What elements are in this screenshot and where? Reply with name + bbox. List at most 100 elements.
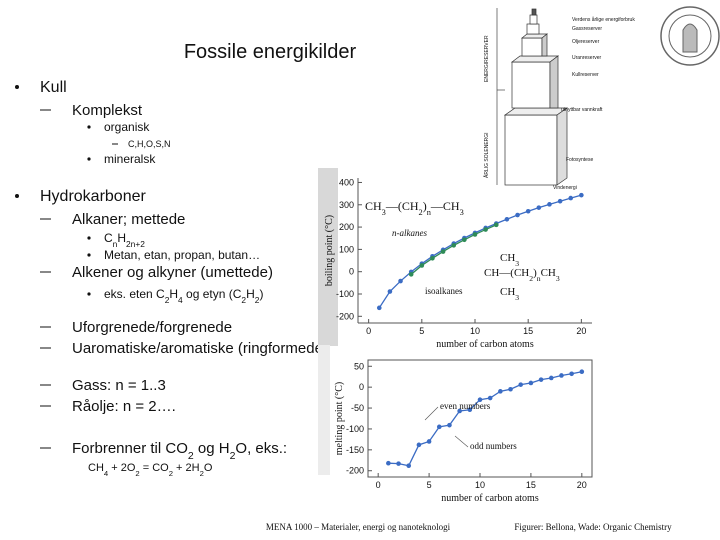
point — [487, 395, 493, 401]
iso-formula: CH—(CH2)nCH3 — [484, 267, 560, 283]
label: Uranreserver — [572, 55, 602, 61]
subscript: 3 — [515, 259, 519, 268]
item: Gass: n = 1..3 — [72, 377, 166, 394]
item: CH4 + 2O2 = CO2 + 2H2O — [88, 462, 213, 478]
text-run: —CH — [430, 199, 460, 213]
subscript: 3 — [515, 293, 519, 302]
energy-figure: ENERGIRESERVER ÅRLIG SOLENERGI Verdens å… — [483, 8, 635, 191]
y-tick-label: 400 — [339, 177, 354, 187]
point — [579, 369, 585, 375]
point — [568, 195, 574, 201]
subscript: 2 — [169, 469, 173, 478]
box — [549, 55, 559, 109]
subscript: 2n+2 — [126, 239, 145, 249]
y-tick-label: -100 — [346, 424, 364, 434]
y-tick-label: 100 — [339, 244, 354, 254]
point — [515, 212, 520, 218]
subscript: 2 — [188, 450, 194, 462]
subscript: n — [427, 208, 432, 217]
point — [547, 202, 552, 207]
point — [518, 382, 524, 387]
point — [416, 442, 422, 448]
point — [396, 461, 401, 466]
text-run: CH — [365, 199, 382, 213]
seal-inner — [668, 14, 712, 58]
x-axis-label: number of carbon atoms — [441, 493, 539, 504]
text-run: H — [169, 287, 178, 301]
point — [525, 208, 531, 214]
label: Vindenergi — [553, 185, 577, 191]
point — [387, 289, 393, 294]
label: Verdens årlige energiforbruk — [572, 16, 635, 23]
subscript: 2 — [230, 450, 236, 462]
point — [536, 205, 542, 210]
subscript: 2 — [241, 295, 246, 305]
label: Fotosyntese — [566, 157, 593, 163]
label: Kullreserver — [572, 72, 599, 78]
text-run: = CO — [140, 462, 169, 474]
box — [504, 114, 558, 186]
subscript: 3 — [460, 208, 464, 217]
axis-label: ÅRLIG SOLENERGI — [483, 132, 490, 178]
label: Oljereserver — [572, 39, 600, 45]
point — [436, 424, 442, 430]
point — [483, 227, 488, 232]
x-tick-label: 0 — [366, 326, 371, 336]
text-run: CH—(CH — [484, 267, 529, 279]
point — [419, 263, 425, 268]
item: eks. eten C2H4 og etyn (C2H2) — [104, 287, 263, 305]
box — [529, 14, 538, 25]
point — [569, 371, 574, 377]
point — [559, 373, 564, 378]
point — [493, 222, 499, 228]
x-tick-label: 20 — [576, 326, 586, 336]
item: CnH2n+2 — [104, 231, 145, 249]
bullet — [87, 157, 91, 161]
item: Komplekst — [72, 102, 143, 119]
point — [477, 397, 483, 402]
text-run: CH — [500, 252, 515, 264]
text-run: Forbrenner til CO — [72, 440, 188, 457]
item: Uforgrenede/forgrenede — [72, 319, 232, 336]
point — [508, 386, 513, 392]
subscript: 2 — [165, 295, 170, 305]
x-tick-label: 0 — [376, 480, 381, 490]
bullet — [87, 125, 91, 129]
point — [548, 375, 554, 381]
chart: 0 5 10 15 20 -200 -100 0 100 200 300 400 number of c… — [324, 177, 592, 350]
seal-figure — [682, 23, 698, 53]
x-tick-label: 20 — [577, 480, 587, 490]
point — [386, 460, 391, 466]
item: Forbrenner til CO2 og H2O, eks.: — [72, 440, 287, 462]
point — [376, 305, 382, 311]
axis-label: ENERGIRESERVER — [484, 35, 490, 82]
box — [531, 8, 537, 16]
text-run: C — [104, 231, 113, 245]
annotation: odd numbers — [470, 441, 517, 451]
item: Alkener og alkyner (umettede) — [72, 264, 273, 281]
y-tick-label: 300 — [339, 200, 354, 210]
point — [440, 249, 446, 254]
bullet — [15, 85, 19, 89]
x-tick-label: 5 — [427, 480, 432, 490]
box — [511, 61, 551, 109]
subscript: 3 — [556, 274, 560, 283]
point — [398, 278, 403, 284]
footer-credits: Figurer: Bellona, Wade: Organic Chemistr… — [514, 522, 672, 532]
chart: 0 5 10 15 20 -200 -150 -100 -50 0 50 number of carb… — [334, 359, 593, 504]
scan-shade — [318, 345, 330, 475]
y-tick-label: -150 — [346, 445, 364, 455]
x-tick-label: 15 — [526, 480, 536, 490]
point — [451, 243, 457, 248]
item: C,H,O,S,N — [128, 139, 171, 149]
y-tick-label: 50 — [354, 361, 364, 371]
point — [472, 232, 478, 237]
point — [579, 192, 584, 198]
series-label: isoalkanes — [425, 286, 463, 296]
text-run: H — [117, 231, 126, 245]
box — [521, 37, 543, 57]
text-run: ) — [533, 267, 537, 279]
text-run: CH — [541, 267, 556, 279]
text-run: og etyn (C — [183, 287, 242, 301]
